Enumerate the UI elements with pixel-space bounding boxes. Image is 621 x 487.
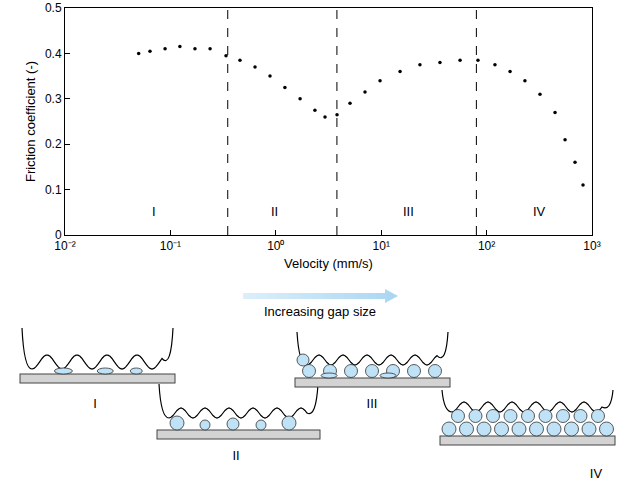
svg-text:I: I (93, 396, 97, 411)
svg-text:0.4: 0.4 (45, 47, 62, 61)
svg-text:I: I (152, 204, 156, 219)
svg-text:10⁻¹: 10⁻¹ (160, 239, 181, 253)
svg-text:10¹: 10¹ (373, 239, 390, 253)
svg-text:0.2: 0.2 (45, 137, 62, 151)
svg-text:10³: 10³ (583, 239, 600, 253)
svg-text:10⁻²: 10⁻² (54, 239, 75, 253)
svg-text:10²: 10² (478, 239, 495, 253)
svg-text:0: 0 (55, 228, 62, 242)
svg-text:10⁰: 10⁰ (267, 239, 284, 253)
svg-text:0.1: 0.1 (45, 183, 62, 197)
svg-text:IV: IV (590, 466, 603, 481)
svg-text:Velocity (mm/s): Velocity (mm/s) (284, 256, 373, 271)
svg-text:0.5: 0.5 (45, 1, 62, 15)
svg-text:0.3: 0.3 (45, 92, 62, 106)
svg-text:IV: IV (533, 204, 546, 219)
svg-text:III: III (367, 396, 378, 411)
svg-text:III: III (403, 204, 414, 219)
svg-text:Increasing gap size: Increasing gap size (264, 304, 376, 319)
svg-text:II: II (271, 204, 278, 219)
svg-text:Friction coefficient (-): Friction coefficient (-) (23, 61, 38, 182)
svg-text:II: II (232, 448, 239, 463)
